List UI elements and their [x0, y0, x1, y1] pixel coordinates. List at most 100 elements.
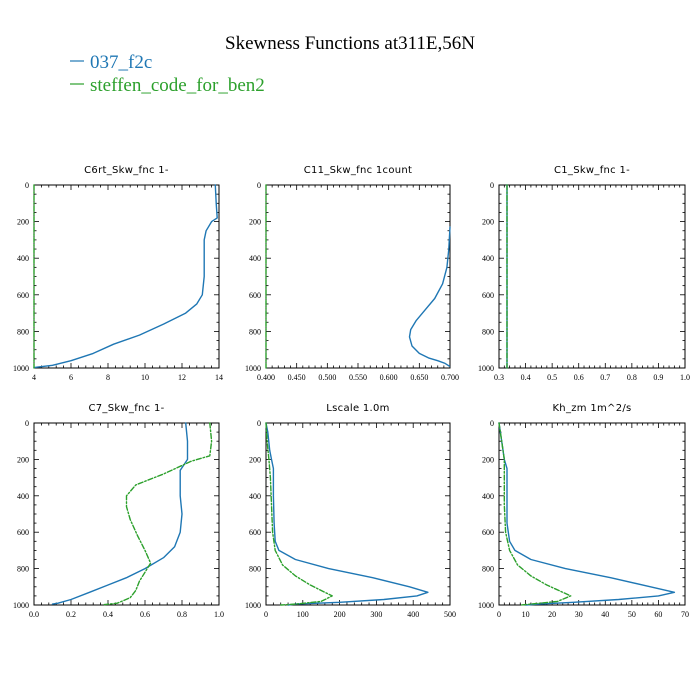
- x-tick-label: 70: [681, 610, 689, 619]
- x-tick-label: 0.0: [29, 610, 39, 619]
- y-tick-label: 1000: [13, 601, 29, 610]
- panel-title: C6rt_Skw_fnc 1-: [84, 165, 169, 176]
- series-line-steffen: [103, 422, 213, 606]
- x-tick-label: 0: [497, 610, 501, 619]
- x-tick-label: 0.4: [521, 373, 531, 382]
- y-tick-label: 600: [482, 528, 494, 537]
- series-line-037-f2c: [498, 422, 676, 606]
- panel-title: C1_Skw_fnc 1-: [554, 165, 630, 176]
- y-tick-label: 800: [17, 565, 29, 574]
- y-tick-label: 200: [482, 455, 494, 464]
- x-tick-label: 6: [69, 373, 73, 382]
- y-tick-label: 1000: [245, 364, 261, 373]
- series-line-steffen: [498, 422, 572, 606]
- y-tick-label: 1000: [478, 364, 494, 373]
- y-tick-label: 1000: [245, 601, 261, 610]
- figure-title: Skewness Functions at311E,56N: [225, 33, 475, 54]
- series-line-037-f2c: [265, 422, 429, 606]
- x-tick-label: 0.8: [177, 610, 187, 619]
- panel-title: Kh_zm 1m^2/s: [552, 403, 631, 414]
- x-tick-label: 0.600: [380, 373, 398, 382]
- y-tick-label: 200: [482, 218, 494, 227]
- panel-4: C7_Skw_fnc 1- 0.0 0.2 0.4 0.6 0.8 1.0 0 200 400 60…: [13, 403, 224, 619]
- y-tick-label: 600: [249, 291, 261, 300]
- x-tick-label: 30: [575, 610, 583, 619]
- x-tick-label: 1.0: [214, 610, 224, 619]
- x-tick-label: 14: [215, 373, 223, 382]
- x-tick-label: 0.650: [410, 373, 428, 382]
- series-line-037-f2c: [408, 226, 451, 367]
- y-tick-label: 400: [17, 254, 29, 263]
- panel-5: Lscale 1.0m 0 100 200 300 400 500 0 200 400 600 800…: [245, 403, 456, 619]
- y-tick-label: 600: [482, 291, 494, 300]
- x-tick-label: 20: [548, 610, 556, 619]
- y-tick-label: 0: [257, 419, 261, 428]
- y-tick-label: 800: [482, 565, 494, 574]
- x-tick-label: 200: [334, 610, 346, 619]
- series-line-steffen: [265, 422, 333, 606]
- y-tick-label: 800: [482, 327, 494, 336]
- legend-label-steffen: steffen_code_for_ben2: [90, 75, 265, 96]
- x-tick-label: 400: [407, 610, 419, 619]
- x-tick-label: 0.9: [653, 373, 663, 382]
- panel-6: Kh_zm 1m^2/s 0 10 20 30 40 50 60 70 0 200 400 600 800…: [478, 403, 689, 619]
- x-tick-label: 0.5: [547, 373, 557, 382]
- series-line-037-f2c: [51, 422, 189, 605]
- x-tick-label: 0: [264, 610, 268, 619]
- plot-frame: [33, 184, 220, 369]
- x-tick-label: 500: [444, 610, 456, 619]
- x-tick-label: 1.0: [680, 373, 690, 382]
- y-tick-label: 400: [482, 492, 494, 501]
- y-tick-label: 800: [249, 565, 261, 574]
- y-tick-label: 400: [17, 492, 29, 501]
- y-tick-label: 400: [249, 254, 261, 263]
- x-tick-label: 12: [178, 373, 186, 382]
- x-tick-label: 4: [32, 373, 36, 382]
- y-tick-label: 400: [482, 254, 494, 263]
- y-tick-label: 0: [490, 419, 494, 428]
- legend-label-037-f2c: 037_f2c: [90, 52, 152, 73]
- panel-2: C11_Skw_fnc 1count 0.400 0.450 0.500 0.550 0.…: [245, 165, 459, 382]
- x-tick-label: 0.500: [318, 373, 336, 382]
- y-tick-label: 400: [249, 492, 261, 501]
- x-tick-label: 60: [654, 610, 662, 619]
- y-tick-label: 600: [17, 291, 29, 300]
- x-tick-label: 10: [141, 373, 149, 382]
- x-tick-label: 300: [370, 610, 382, 619]
- chart-panels: C6rt_Skw_fnc 1-4 6 8 10 12 140200400600800100…: [13, 165, 690, 619]
- x-tick-label: 0.6: [140, 610, 150, 619]
- x-tick-label: 50: [628, 610, 636, 619]
- x-tick-label: 0.400: [257, 373, 275, 382]
- plot-frame: [265, 422, 451, 606]
- y-tick-label: 1000: [13, 364, 29, 373]
- plot-frame: [498, 422, 686, 606]
- panel-title: Lscale 1.0m: [326, 403, 389, 414]
- y-tick-label: 200: [17, 218, 29, 227]
- y-tick-label: 0: [25, 181, 29, 190]
- y-tick-label: 800: [249, 327, 261, 336]
- x-tick-label: 0.450: [288, 373, 306, 382]
- legend: 037_f2c steffen_code_for_ben2: [70, 52, 265, 96]
- y-tick-label: 1000: [478, 601, 494, 610]
- y-tick-label: 800: [17, 327, 29, 336]
- y-tick-label: 0: [25, 419, 29, 428]
- x-tick-label: 0.550: [349, 373, 367, 382]
- y-tick-label: 0: [257, 181, 261, 190]
- x-tick-label: 100: [297, 610, 309, 619]
- panel-title: C11_Skw_fnc 1count: [304, 165, 413, 176]
- y-tick-label: 600: [17, 528, 29, 537]
- x-tick-label: 40: [601, 610, 609, 619]
- panel-title: C7_Skw_fnc 1-: [88, 403, 164, 414]
- series-line-037-f2c: [33, 184, 218, 369]
- y-tick-label: 200: [17, 455, 29, 464]
- x-tick-label: 8: [106, 373, 110, 382]
- y-tick-label: 600: [249, 528, 261, 537]
- panel-1: C6rt_Skw_fnc 1- 4 6 8 10 12 14 0 200 400 600 800 100…: [13, 165, 223, 382]
- y-tick-label: 200: [249, 455, 261, 464]
- x-tick-label: 0.6: [574, 373, 584, 382]
- panel-3: C1_Skw_fnc 1- 0.3 0.4 0.5 0.6 0.7 0.8 0.9 1.0 0 20…: [478, 165, 690, 382]
- x-tick-label: 0.700: [441, 373, 459, 382]
- x-tick-label: 0.2: [66, 610, 76, 619]
- y-tick-label: 200: [249, 218, 261, 227]
- plot-frame: [498, 184, 686, 369]
